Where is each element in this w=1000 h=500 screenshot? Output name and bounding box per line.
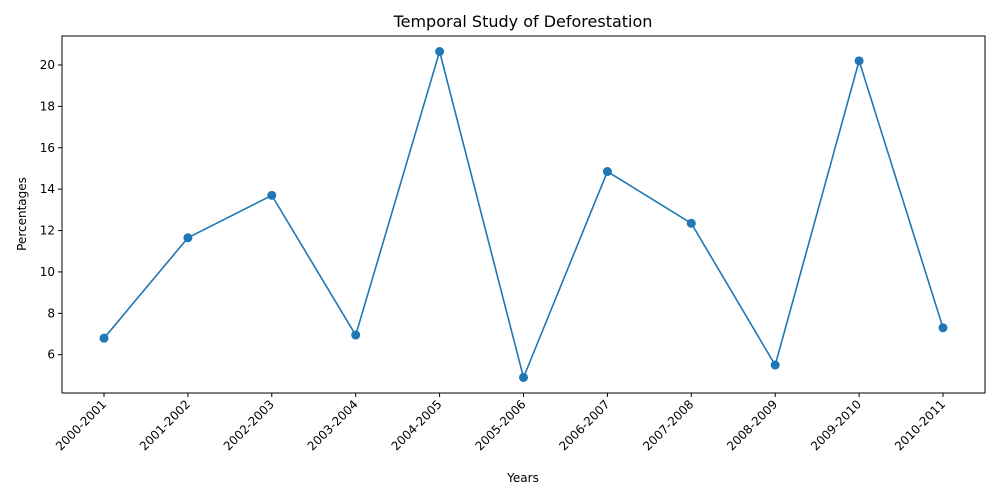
plot-frame	[61, 35, 986, 394]
y-tick-label: 20	[40, 58, 55, 72]
y-tick-label: 18	[40, 99, 55, 113]
x-tick-label: 2002-2003	[221, 397, 277, 453]
x-axis-label: Years	[506, 471, 539, 485]
y-tick-label: 6	[47, 348, 55, 362]
x-axis: 2000-2001 2001-2002 2002-2003 2003-2004 2004…	[53, 393, 948, 453]
y-axis: 6 8 10 12 14 16 18 20	[40, 58, 62, 362]
y-tick-label: 16	[40, 141, 55, 155]
x-tick-label: 2000-2001	[53, 397, 109, 453]
y-tick-label: 10	[40, 265, 55, 279]
data-point	[99, 333, 109, 343]
data-point	[938, 323, 948, 333]
x-tick-label: 2010-2011	[892, 397, 948, 453]
series-line	[103, 48, 944, 381]
chart-title: Temporal Study of Deforestation	[393, 12, 653, 31]
y-tick-label: 14	[40, 182, 55, 196]
x-tick-label: 2001-2002	[137, 397, 193, 453]
plot-area	[99, 47, 948, 382]
x-tick-label: 2007-2008	[640, 397, 696, 453]
data-point	[770, 360, 780, 370]
x-tick-label: 2004-2005	[389, 397, 445, 453]
data-point	[602, 167, 612, 177]
data-point	[183, 233, 193, 243]
x-tick-label: 2005-2006	[472, 397, 528, 453]
y-tick-label: 8	[47, 306, 55, 320]
data-point	[351, 330, 361, 340]
x-tick-label: 2009-2010	[808, 397, 864, 453]
x-tick-label: 2008-2009	[724, 397, 780, 453]
data-point	[854, 56, 864, 66]
data-point	[267, 190, 277, 200]
x-tick-label: 2003-2004	[305, 397, 361, 453]
data-point	[435, 47, 445, 57]
data-point	[519, 372, 528, 382]
y-tick-label: 12	[40, 224, 55, 238]
y-axis-label: Percentages	[15, 177, 29, 251]
x-tick-label: 2006-2007	[556, 397, 612, 453]
data-point	[686, 218, 696, 228]
